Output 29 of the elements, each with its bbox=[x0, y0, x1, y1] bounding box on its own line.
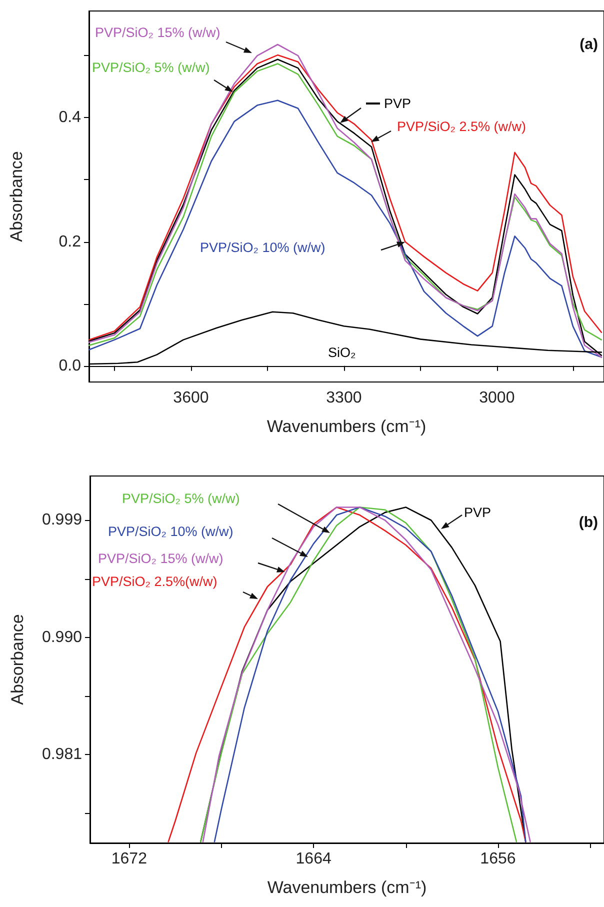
text: PVP/SiO₂ 15% (w/w) bbox=[98, 551, 224, 566]
text: PVP/SiO₂ 5% (w/w) bbox=[122, 491, 240, 506]
series-label: SiO₂ bbox=[328, 345, 356, 360]
y-axis-title: Absorbance bbox=[7, 151, 26, 242]
x-axis-title: Wavenumbers (cm⁻¹) bbox=[267, 878, 427, 897]
x-tick-label: 1672 bbox=[111, 850, 148, 868]
x-tick-label: 3600 bbox=[173, 390, 209, 406]
y-axis-title: Absorbance bbox=[8, 614, 27, 705]
y-tick-label: 0.0 bbox=[58, 357, 82, 374]
annotation: (a) bbox=[580, 36, 598, 53]
y-tick-label: 0.999 bbox=[42, 512, 82, 529]
x-tick-label: 3000 bbox=[479, 390, 515, 406]
x-tick-label: 1656 bbox=[480, 850, 516, 868]
text: PVP/SiO₂ 10% (w/w) bbox=[108, 524, 234, 539]
y-tick-label: 0.4 bbox=[58, 109, 82, 126]
y-tick-label: 0.990 bbox=[42, 628, 82, 646]
x-tick-label: 1664 bbox=[296, 850, 332, 868]
legend-label: PVP bbox=[384, 96, 412, 111]
annotation: (b) bbox=[578, 514, 598, 531]
text: PVP/SiO₂ 2.5%(w/w) bbox=[92, 574, 218, 589]
x-tick-label: 3300 bbox=[326, 390, 362, 406]
text: PVP/SiO₂ 15% (w/w) bbox=[95, 25, 220, 40]
series-label: PVP/SiO₂ 2.5% (w/w) bbox=[397, 119, 526, 134]
y-tick-label: 0.2 bbox=[58, 233, 82, 250]
x-axis-title: Wavenumbers (cm⁻¹) bbox=[266, 417, 426, 436]
text: PVP/SiO₂ 5% (w/w) bbox=[92, 60, 210, 75]
series-label: PVP bbox=[464, 505, 492, 520]
y-tick-label: 0.981 bbox=[42, 746, 82, 764]
series-label: PVP/SiO₂ 10% (w/w) bbox=[200, 240, 326, 255]
